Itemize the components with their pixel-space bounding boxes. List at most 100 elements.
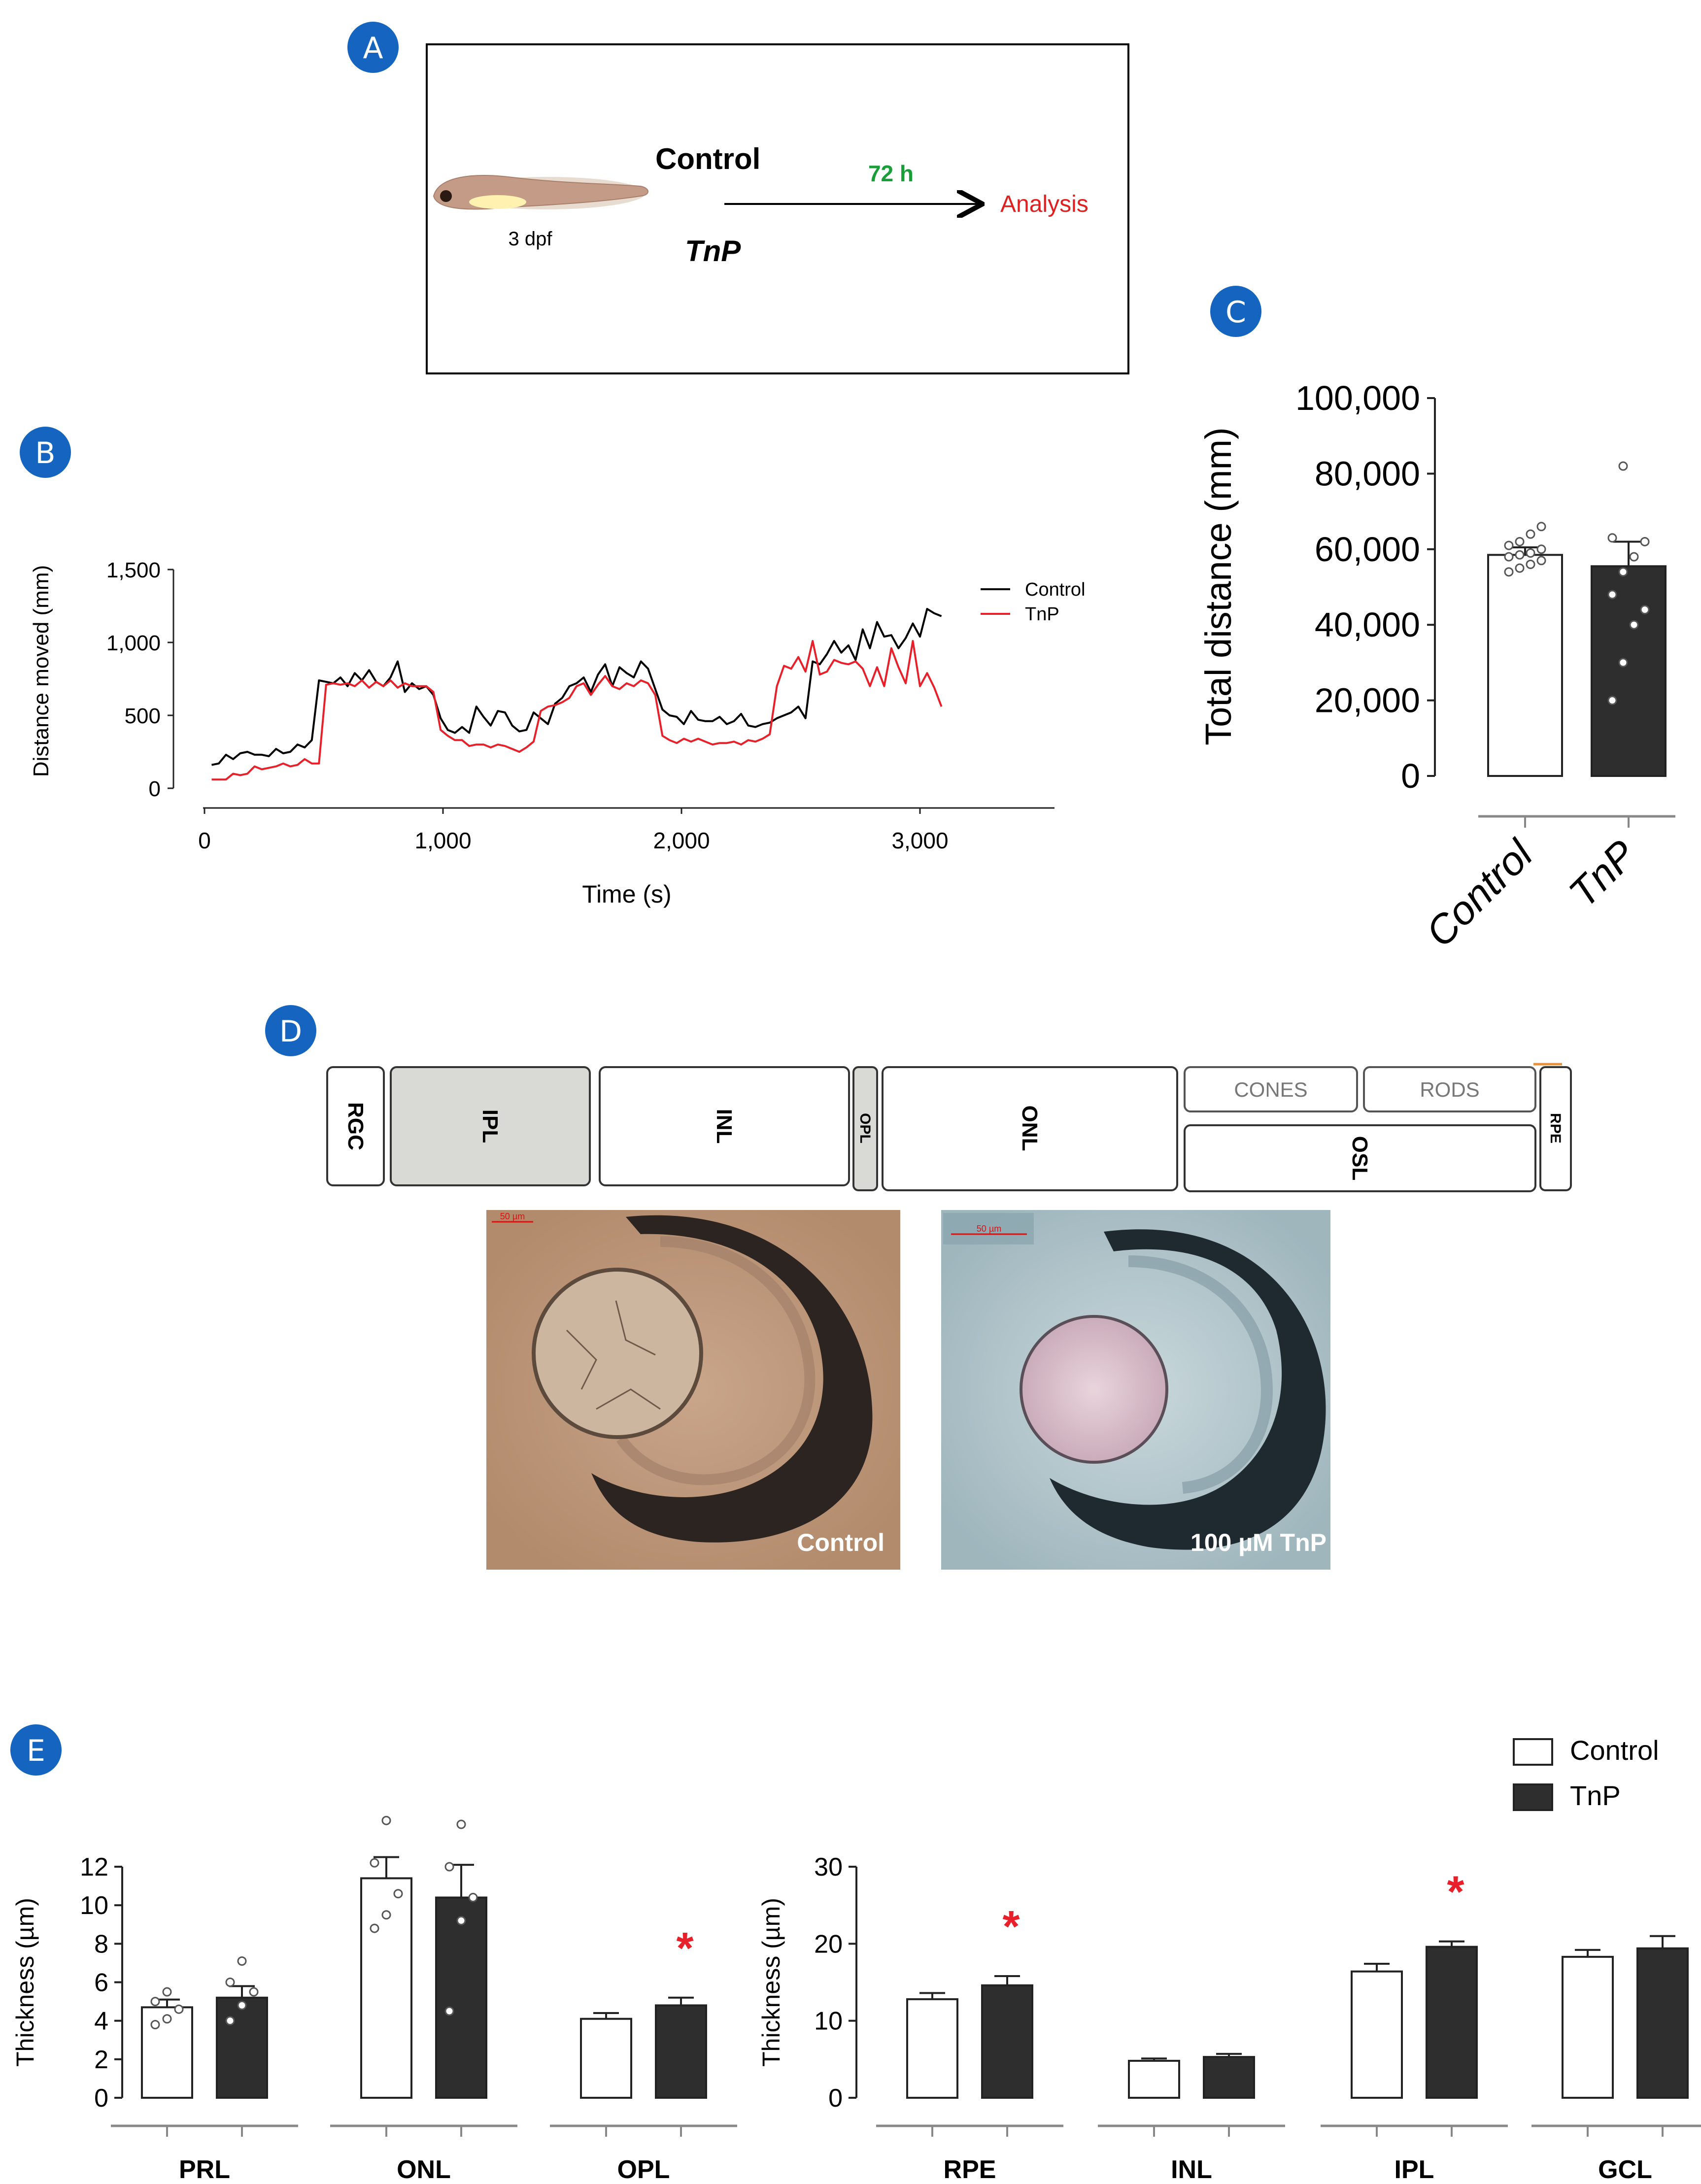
legend-label-tnp: TnP (1570, 1780, 1621, 1811)
layer-rods-box (1363, 1066, 1536, 1112)
layer-osl-label: OSL (1348, 1136, 1372, 1180)
retina-layer-schematic: RGC IPL INL OPL ONL CONES RODS OSL RPE (326, 1063, 1572, 1192)
data-point-tnp (1607, 533, 1617, 543)
x-tick-label: 1,000 (414, 828, 471, 853)
x-tick-label-ipl: IPL (1395, 2155, 1434, 2184)
badge-a-label: A (363, 31, 383, 66)
series-line-tnp (211, 640, 943, 781)
bar-control (1487, 554, 1563, 777)
panel-a: A 3 dpf Control TnP 72 h Analysis (347, 22, 1129, 374)
badge-d-label: D (279, 1014, 302, 1049)
duration-label: 72 h (868, 161, 914, 186)
y-tick-label: 10 (80, 1891, 108, 1920)
data-point-tnp (1629, 552, 1639, 562)
scale-bar-tnp-label: 50 µm (977, 1224, 1001, 1234)
data-point-onl-tnp (456, 1819, 466, 1829)
data-point-onl-tnp (456, 1915, 466, 1925)
data-point-onl-tnp (444, 1862, 454, 1872)
y-tick-label: 1,500 (106, 558, 161, 582)
badge-e-circle (10, 1724, 62, 1776)
y-tick-label: 6 (94, 1969, 108, 1997)
badge-b-circle (20, 427, 71, 478)
y-tick-label: 2 (94, 2046, 108, 2074)
y-tick-label: 60,000 (1315, 530, 1420, 569)
x-axis-title: Time (s) (582, 880, 671, 908)
data-point-onl-control (370, 1858, 379, 1868)
data-point-tnp (1607, 696, 1617, 706)
x-tick-label-tnp: TnP (1561, 832, 1645, 916)
badge-c-circle (1210, 286, 1261, 337)
data-point-onl-control (393, 1889, 403, 1899)
layer-cones-label: CONES (1234, 1078, 1307, 1101)
y-axis-title: Thickness (µm) (757, 1898, 785, 2067)
line-chart-distance-moved: 0 500 1,000 1,500 0 1,000 2,000 3,000 Time (s) Di… (29, 558, 1086, 908)
data-point-prl-control (174, 2004, 184, 2014)
scale-bar-tnp-backdrop (943, 1213, 1034, 1244)
y-axis-title: Thickness (µm) (11, 1898, 39, 2067)
data-point-control (1504, 552, 1514, 562)
y-tick-label: 12 (80, 1853, 108, 1882)
significance-star-rpe-tnp: * (1002, 1902, 1020, 1951)
layer-rgc-box (326, 1066, 385, 1186)
analysis-label: Analysis (1000, 191, 1089, 217)
bar-ipl-tnp (1426, 1946, 1478, 2099)
y-axis-title: Total distance (mm) (1198, 427, 1239, 745)
y-axis-title: Distance moved (mm) (29, 565, 53, 777)
bar-chart-total-distance: 0 20,000 40,000 60,000 80,000 100,000 Total di… (1198, 379, 1675, 956)
y-tick-label: 0 (1401, 757, 1420, 795)
layer-inl-label: INL (712, 1109, 736, 1144)
layer-ipl-label: IPL (478, 1109, 502, 1143)
retina-bands-tnp (1128, 1255, 1273, 1494)
data-point-prl-tnp (249, 1987, 259, 1997)
y-tick-label: 500 (125, 704, 161, 728)
panel-a-frame (426, 43, 1129, 374)
y-tick-label: 1,000 (106, 631, 161, 655)
y-tick-label: 20 (814, 1930, 843, 1958)
legend-swatch-tnp (1513, 1783, 1553, 1811)
bar-chart-thickness-right: 0 10 20 30 Thickness (µm) RPE * INL IPL * GCL Contr… (757, 1735, 1701, 2184)
y-tick-label: 20,000 (1315, 681, 1420, 720)
bar-opl-tnp (655, 2004, 707, 2099)
bar-chart-thickness-left: 0 2 4 6 8 10 12 Thickness (µm) PRL ONL OPL * (11, 1815, 737, 2184)
data-point-tnp (1640, 537, 1650, 546)
data-point-onl-tnp (468, 1893, 478, 1903)
tnp-group-label: TnP (685, 235, 741, 268)
x-tick-label: 0 (198, 828, 211, 853)
data-point-tnp (1640, 605, 1650, 615)
y-tick-label: 0 (149, 777, 161, 801)
lens-tnp (1020, 1315, 1168, 1464)
data-point-tnp (1618, 658, 1628, 668)
layer-onl-label: ONL (1018, 1106, 1042, 1151)
panel-c: C 0 20,000 40,000 60,000 80,000 100,000 Total … (1198, 286, 1675, 956)
layer-onl-box (882, 1066, 1178, 1191)
x-tick-label-prl: PRL (179, 2155, 230, 2184)
bar-onl-tnp (435, 1896, 487, 2099)
layer-rods-label: RODS (1420, 1078, 1479, 1101)
lens-control (532, 1268, 703, 1439)
bar-gcl-control (1562, 1955, 1614, 2099)
data-point-control (1504, 540, 1514, 550)
data-point-onl-control (381, 1815, 391, 1825)
pigment-epithelium-tnp (1050, 1229, 1326, 1550)
legend-label-tnp: TnP (1025, 604, 1059, 625)
bar-tnp (1591, 565, 1667, 777)
x-tick-label-gcl: GCL (1598, 2155, 1652, 2184)
significance-star-ipl-tnp: * (1447, 1868, 1464, 1917)
bar-opl-control (580, 2017, 632, 2099)
x-tick-label-inl: INL (1171, 2155, 1212, 2184)
y-tick-label: 0 (828, 2084, 843, 2113)
x-tick-label-opl: OPL (617, 2155, 670, 2184)
y-tick-label: 100,000 (1295, 379, 1420, 417)
zebrafish-larva-illustration (433, 175, 648, 210)
panel-d: D RGC IPL INL OPL ONL CONES RODS OSL RPE (265, 1005, 1572, 1570)
data-point-tnp (1618, 567, 1628, 577)
data-point-prl-control (162, 2014, 172, 2024)
bar-rpe-tnp (981, 1984, 1033, 2099)
data-point-control (1515, 563, 1525, 573)
legend-label-control: Control (1025, 579, 1086, 600)
y-tick-label: 10 (814, 2007, 843, 2036)
data-point-tnp (1607, 590, 1617, 600)
data-point-control (1515, 537, 1525, 546)
data-point-onl-control (370, 1923, 379, 1933)
